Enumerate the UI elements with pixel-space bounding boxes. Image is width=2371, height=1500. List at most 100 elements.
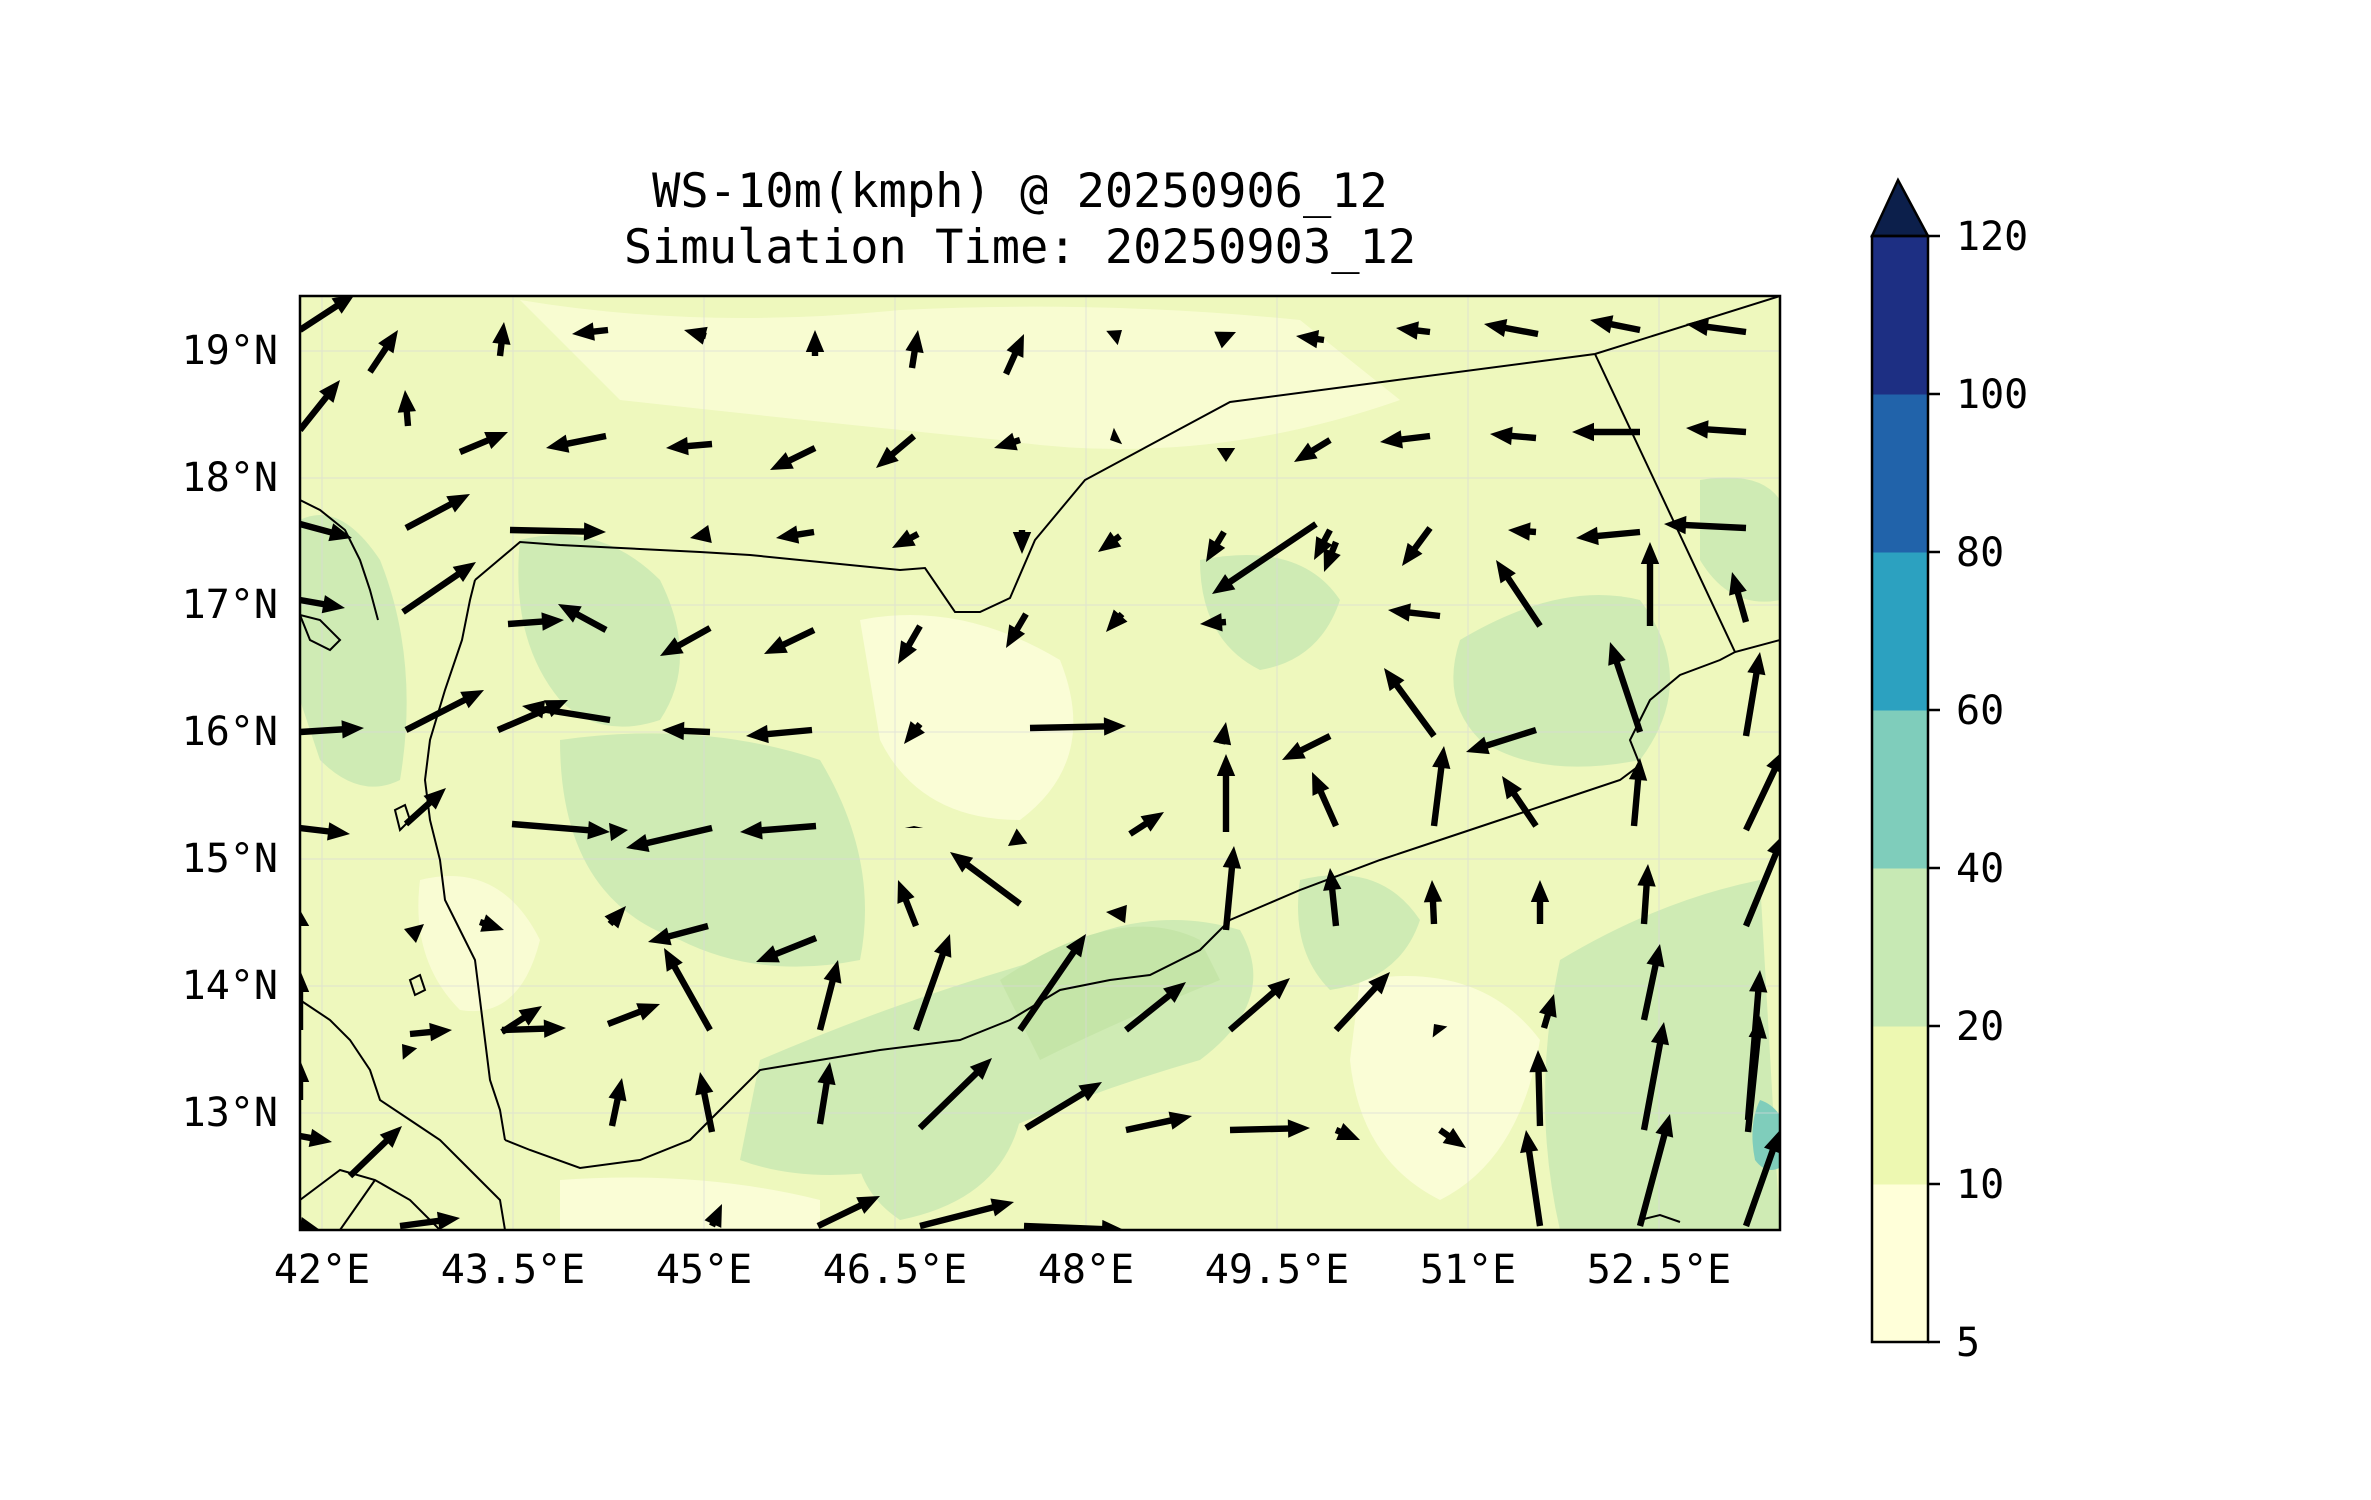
wind-arrow	[1640, 943, 1665, 1021]
colorbar-label: 60	[1956, 688, 2004, 734]
wind-arrow	[1294, 437, 1332, 462]
colorbar-label: 80	[1956, 530, 2004, 576]
wind-arrow	[1216, 448, 1236, 462]
wind-arrow	[397, 390, 416, 427]
wind-arrow	[993, 432, 1021, 451]
wind-arrow	[1379, 430, 1431, 449]
wind-arrow	[1608, 641, 1644, 734]
wind-arrow	[897, 880, 919, 928]
farasan-islands	[300, 613, 342, 652]
lon-tick-label: 51°E	[1420, 1247, 1516, 1293]
wind-arrow	[571, 322, 609, 341]
wind-arrow	[660, 625, 712, 656]
wind-arrow	[300, 910, 310, 926]
wind-arrow	[1576, 526, 1641, 546]
wind-arrow	[558, 603, 608, 633]
wind-arrow	[1572, 422, 1640, 442]
wind-vectors	[300, 296, 1780, 1230]
wind-arrow	[625, 824, 713, 852]
wind-arrow	[458, 431, 508, 455]
wind-arrow	[1216, 754, 1236, 832]
wind-arrow	[478, 914, 505, 932]
wind-arrow	[1109, 427, 1123, 445]
wind-arrow	[1229, 1119, 1310, 1138]
lon-tick-label: 48°E	[1038, 1247, 1134, 1293]
wind-arrow	[1314, 528, 1333, 561]
colorbar-band	[1872, 1184, 1928, 1343]
yemen-saudi-border	[474, 296, 1780, 613]
colorbar-band	[1872, 710, 1928, 869]
wind-arrow	[300, 595, 345, 614]
wind-arrow	[664, 948, 713, 1032]
wind-arrow	[1205, 530, 1227, 562]
lat-tick-label: 15°N	[182, 836, 278, 882]
wind-arrow	[746, 724, 813, 744]
colorbar-label: 10	[1956, 1162, 2004, 1208]
latitude-tick-labels: 19°N 18°N 17°N 16°N 15°N 14°N 13°N	[182, 328, 278, 1136]
wind-arrow	[1744, 1015, 1767, 1133]
wind-arrow	[1007, 828, 1028, 846]
wind-arrow	[1432, 1023, 1448, 1038]
wind-arrow	[1387, 603, 1441, 622]
wind-arrow	[904, 721, 925, 745]
lat-tick-label: 18°N	[182, 455, 278, 501]
colorbar: 5 10 20 40 60 80 100 120	[1870, 177, 2028, 1366]
lat-tick-label: 13°N	[182, 1090, 278, 1136]
wind-arrow	[1430, 746, 1451, 827]
wind-arrow	[1383, 668, 1437, 738]
map-title-line1: WS-10m(kmph) @ 20250906_12	[652, 164, 1388, 219]
colorbar-band	[1872, 1026, 1928, 1185]
wind-arrow	[1529, 1049, 1548, 1127]
wind-arrow	[1012, 530, 1032, 554]
wind-arrow	[1024, 1081, 1103, 1131]
wind-arrow	[409, 1022, 452, 1042]
wind-arrow	[606, 1003, 661, 1027]
wind-arrow	[898, 624, 923, 665]
wind-arrow	[666, 436, 713, 456]
wind-arrow	[690, 524, 712, 544]
wind-arrow	[647, 922, 709, 946]
wind-arrow	[1200, 613, 1227, 632]
lon-tick-label: 49.5°E	[1205, 1247, 1350, 1293]
wind-arrow	[1106, 904, 1127, 924]
wind-arrow	[891, 529, 920, 548]
wind-arrow	[904, 826, 924, 828]
wind-arrow	[403, 788, 446, 827]
moderate-speed-patches	[300, 477, 1780, 1230]
wind-arrow	[695, 1072, 716, 1133]
map-frame	[298, 294, 1782, 1232]
wind-arrow	[805, 330, 825, 356]
wind-arrow	[1490, 426, 1537, 446]
wind-arrow	[1483, 318, 1539, 338]
map-title-line2: Simulation Time: 20250903_12	[623, 220, 1417, 275]
wind-arrow	[1685, 420, 1747, 439]
wind-arrow	[404, 923, 424, 943]
colorbar-label: 120	[1956, 214, 2028, 260]
map-gridlines	[300, 296, 1780, 1230]
wind-arrow	[1628, 758, 1648, 827]
colorbar-extend-triangle	[1870, 177, 1931, 238]
wind-arrow	[604, 906, 627, 929]
colorbar-band	[1872, 394, 1928, 553]
wind-arrow	[608, 1078, 627, 1127]
wind-arrow	[769, 445, 817, 471]
wind-arrow	[492, 322, 511, 357]
lat-tick-label: 19°N	[182, 328, 278, 374]
lon-tick-label: 45°E	[656, 1247, 752, 1293]
wind-arrow	[1495, 560, 1543, 628]
red-sea-coast-yemen	[423, 579, 506, 1141]
wind-arrow	[1124, 981, 1187, 1033]
wind-arrow	[300, 1216, 321, 1230]
wind-arrow	[1017, 934, 1086, 1032]
wind-arrow	[300, 380, 341, 432]
wind-arrow	[1213, 722, 1232, 746]
low-speed-patches	[418, 300, 1540, 1230]
lon-tick-label: 42°E	[274, 1247, 370, 1293]
wind-arrow	[1003, 333, 1025, 376]
wind-arrow	[1029, 717, 1126, 736]
colorbar-bands	[1872, 236, 1928, 1343]
african-coast	[300, 999, 506, 1230]
wind-arrow	[816, 1196, 881, 1229]
lat-tick-label: 17°N	[182, 582, 278, 628]
wind-arrow	[912, 933, 952, 1032]
